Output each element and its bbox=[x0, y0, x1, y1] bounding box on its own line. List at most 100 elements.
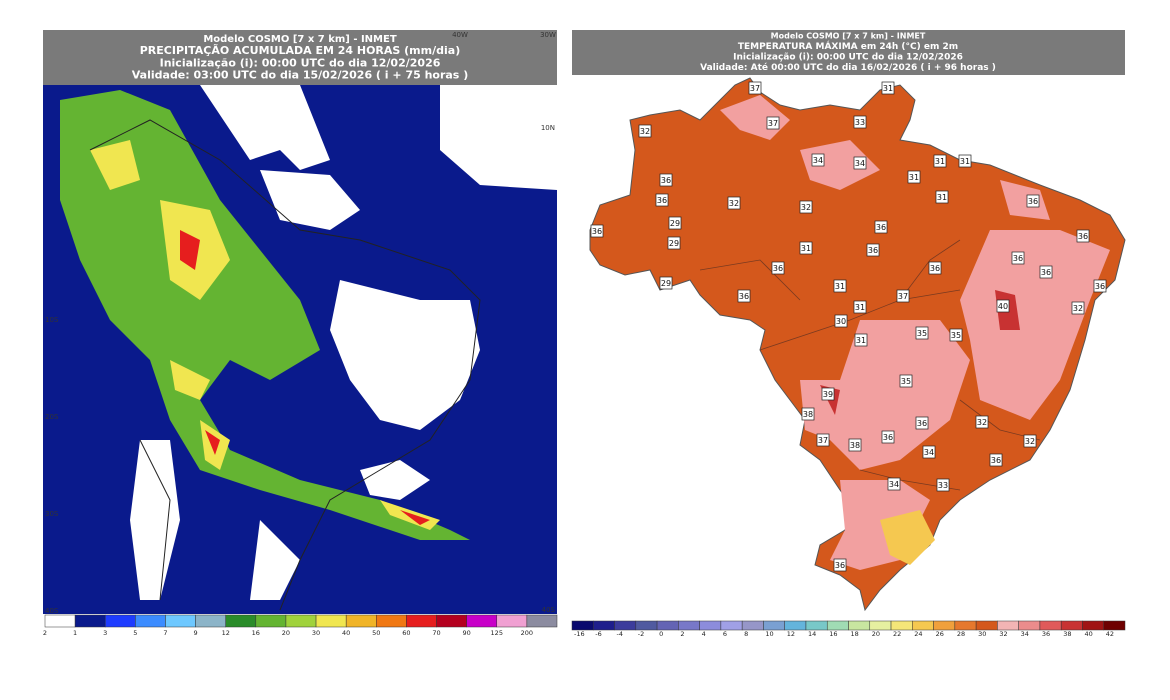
lat-label: 40S bbox=[45, 607, 59, 615]
colorbar-box bbox=[74, 614, 106, 628]
colorbar-box bbox=[195, 614, 226, 628]
colorbar-box bbox=[104, 614, 136, 628]
colorbar-label: 125 bbox=[491, 629, 503, 637]
colorbar-label: 30 bbox=[312, 629, 320, 637]
hot-area bbox=[720, 95, 1110, 570]
station-box bbox=[821, 387, 835, 401]
station-box bbox=[853, 300, 867, 314]
header-line: Modelo COSMO [7 x 7 km] - INMET bbox=[203, 34, 397, 45]
station-label: 37 bbox=[750, 84, 760, 93]
colorbar-box bbox=[699, 620, 722, 631]
station-box bbox=[866, 243, 880, 257]
station-label: 36 bbox=[661, 176, 671, 185]
station-box bbox=[1076, 229, 1090, 243]
colorbar-box bbox=[1018, 620, 1041, 631]
header-line: Validade: Até 00:00 UTC do dia 16/02/202… bbox=[700, 62, 996, 73]
colorbar-box bbox=[135, 614, 166, 628]
station-box bbox=[907, 170, 921, 184]
station-box bbox=[915, 326, 929, 340]
colorbar-box bbox=[1082, 620, 1104, 631]
colorbar-label: 34 bbox=[1021, 630, 1029, 638]
station-label: 36 bbox=[917, 419, 927, 428]
colorbar-box bbox=[678, 620, 700, 631]
station-label: 36 bbox=[868, 246, 878, 255]
colorbar-label: 12 bbox=[222, 629, 230, 637]
station-label: 31 bbox=[855, 303, 865, 312]
dry-area bbox=[130, 85, 557, 600]
lat-label: 20S bbox=[45, 413, 59, 421]
station-label: 31 bbox=[935, 157, 945, 166]
station-label: 34 bbox=[813, 156, 823, 165]
header-line: Validade: 03:00 UTC do dia 15/02/2026 ( … bbox=[132, 69, 468, 82]
colorbar-box bbox=[496, 614, 528, 628]
lat-label: 30S bbox=[45, 510, 59, 518]
station-label: 32 bbox=[801, 203, 811, 212]
station-box bbox=[1023, 434, 1037, 448]
station-label: 36 bbox=[773, 264, 783, 273]
colorbar-label: 200 bbox=[521, 629, 533, 637]
station-label: 32 bbox=[1025, 437, 1035, 446]
colorbar-box bbox=[285, 614, 317, 628]
colorbar-box bbox=[165, 614, 196, 628]
header-line: Modelo COSMO [7 x 7 km] - INMET bbox=[771, 32, 926, 41]
colorbar-box bbox=[571, 620, 594, 631]
station-label: 36 bbox=[991, 456, 1001, 465]
colorbar-label: 90 bbox=[463, 629, 471, 637]
colorbar-label: 36 bbox=[1042, 630, 1050, 638]
colorbar-box bbox=[635, 620, 658, 631]
colorbar-label: 5 bbox=[133, 629, 137, 637]
station-box bbox=[928, 261, 942, 275]
lon-label: 30W bbox=[540, 31, 556, 39]
station-label: 34 bbox=[924, 448, 934, 457]
colorbar-label: 18 bbox=[851, 630, 859, 638]
station-box bbox=[899, 374, 913, 388]
station-label: 36 bbox=[1078, 232, 1088, 241]
station-label: 35 bbox=[917, 329, 927, 338]
station-label: 31 bbox=[801, 244, 811, 253]
left-header bbox=[43, 30, 557, 85]
station-label: 31 bbox=[883, 84, 893, 93]
station-label: 36 bbox=[592, 227, 602, 236]
station-label: 31 bbox=[937, 193, 947, 202]
colorbar-label: 40 bbox=[342, 629, 350, 637]
station-box bbox=[590, 224, 604, 238]
station-label: 32 bbox=[640, 127, 650, 136]
station-box bbox=[668, 216, 682, 230]
station-label: 32 bbox=[1073, 304, 1083, 313]
colorbar-box bbox=[345, 614, 377, 628]
station-box bbox=[1071, 301, 1085, 315]
right-header bbox=[572, 30, 1125, 75]
colorbar-label: 20 bbox=[282, 629, 290, 637]
station-label: 30 bbox=[836, 317, 846, 326]
state-borders bbox=[699, 239, 1041, 491]
station-box bbox=[874, 220, 888, 234]
station-box bbox=[989, 453, 1003, 467]
colorbar-label: 12 bbox=[787, 630, 795, 638]
colorbar-label: 40 bbox=[1084, 630, 1092, 638]
station-label: 38 bbox=[803, 410, 813, 419]
colorbar-box bbox=[1039, 620, 1062, 631]
colorbar-box bbox=[44, 614, 76, 628]
colorbar-label: 32 bbox=[999, 630, 1007, 638]
station-label: 33 bbox=[938, 481, 948, 490]
colorbar-box bbox=[1103, 620, 1126, 631]
station-box bbox=[1093, 279, 1107, 293]
colorbar-label: 8 bbox=[744, 630, 748, 638]
station-label: 31 bbox=[856, 336, 866, 345]
colorbar-box bbox=[741, 620, 764, 631]
colorbar-label: 30 bbox=[978, 630, 986, 638]
station-box bbox=[799, 200, 813, 214]
station-label: 31 bbox=[960, 157, 970, 166]
colorbar-label: 2 bbox=[43, 629, 47, 637]
colorbar-label: 24 bbox=[914, 630, 922, 638]
station-label: 38 bbox=[850, 441, 860, 450]
station-box bbox=[881, 81, 895, 95]
colorbar-box bbox=[869, 620, 892, 631]
colorbar-label: 50 bbox=[372, 629, 380, 637]
colorbar-label: -16 bbox=[574, 630, 585, 638]
colorbar-label: 20 bbox=[872, 630, 880, 638]
colorbar-box bbox=[436, 614, 467, 628]
station-box bbox=[833, 558, 847, 572]
colorbar-label: 70 bbox=[432, 629, 440, 637]
colorbar-label: 0 bbox=[659, 630, 663, 638]
